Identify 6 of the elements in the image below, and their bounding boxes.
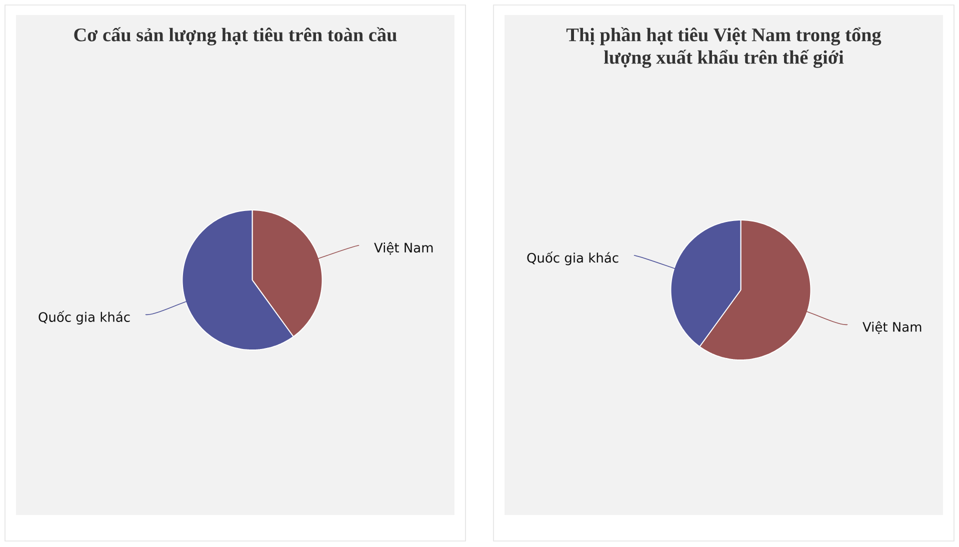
chart-title: Thị phần hạt tiêu Việt Nam trong tổng lượng xuất khẩu trên thế giới [566,27,882,68]
chart-title: Cơ cấu sản lượng hạt tiêu trên toàn cầu [74,27,397,46]
legend-label: Quốc gia khác [527,252,618,266]
slice-label: Việt Nam [374,242,433,255]
slice-label: Việt Nam [862,321,922,334]
slice-label: Quốc gia khác [38,310,130,324]
